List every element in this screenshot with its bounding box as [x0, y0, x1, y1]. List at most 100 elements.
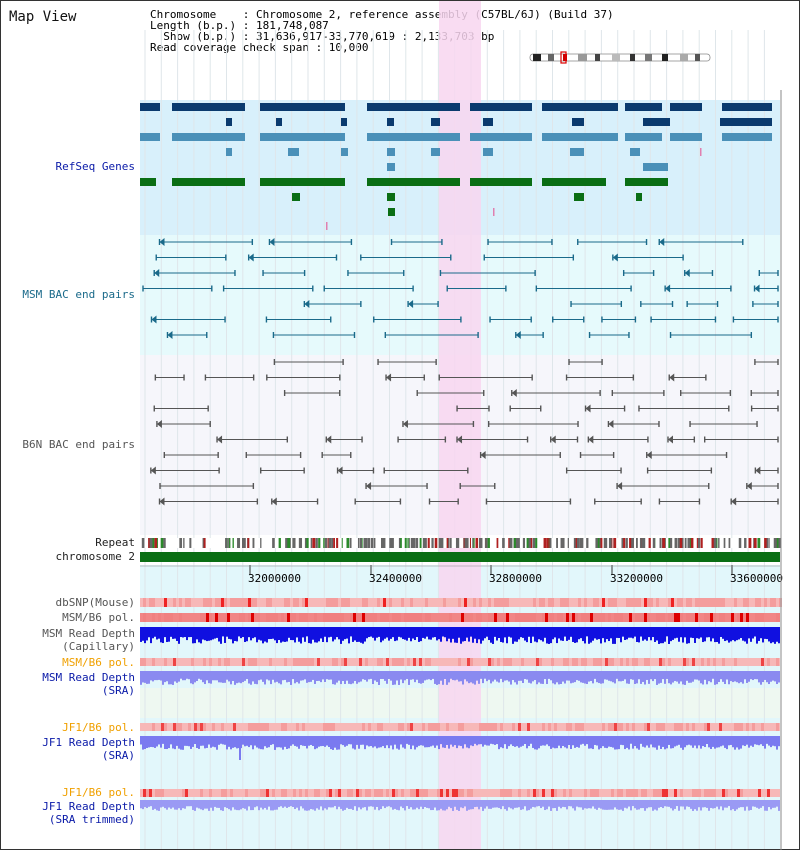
heat-cell: [425, 789, 428, 797]
depth-bar: [572, 671, 574, 683]
track-label-dbsnp[interactable]: dbSNP(Mouse): [55, 596, 135, 609]
depth-bar: [342, 671, 344, 682]
depth-bar: [208, 800, 210, 811]
depth-bar: [598, 800, 600, 808]
track-label-jf1-depth-sra[interactable]: JF1 Read Depth: [42, 736, 135, 749]
depth-bar: [376, 736, 378, 749]
heat-cell: [497, 598, 500, 607]
heat-cell: [203, 598, 206, 607]
depth-bar: [396, 800, 398, 810]
depth-bar: [600, 800, 602, 809]
repeat-element: [509, 538, 513, 548]
depth-bar: [438, 671, 440, 685]
depth-bar: [300, 627, 302, 644]
depth-bar: [528, 671, 530, 683]
msm-bac-track[interactable]: [142, 238, 779, 339]
depth-bar: [658, 800, 660, 808]
repeat-track[interactable]: [140, 538, 781, 548]
track-label-jf1-b6-pol-2[interactable]: JF1/B6 pol.: [62, 786, 135, 799]
depth-bar: [562, 627, 564, 641]
heat-cell: [437, 789, 440, 797]
repeat-element: [389, 538, 392, 548]
depth-bar: [312, 627, 314, 640]
depth-bar: [294, 627, 296, 643]
depth-bar: [658, 736, 660, 746]
chromosome-bar[interactable]: [140, 552, 780, 562]
depth-bar: [452, 627, 454, 639]
depth-bar: [380, 800, 382, 810]
track-label-msm-bac[interactable]: MSM BAC end pairs: [22, 288, 135, 301]
depth-bar: [572, 736, 574, 746]
depth-bar: [268, 736, 270, 748]
depth-bar: [622, 800, 624, 811]
depth-bar: [198, 800, 200, 809]
depth-bar: [746, 671, 748, 683]
depth-bar: [280, 736, 282, 748]
chromosome-ideogram[interactable]: [529, 51, 711, 64]
heat-cell: [536, 613, 539, 622]
depth-bar: [322, 800, 324, 811]
depth-bar: [626, 800, 628, 809]
depth-bar: [724, 800, 726, 808]
depth-bar: [180, 627, 182, 638]
track-label-msm-b6-pol-sra[interactable]: MSM/B6 pol.: [62, 656, 135, 669]
heat-cell: [641, 789, 644, 797]
depth-bar: [518, 736, 520, 748]
repeat-element: [574, 538, 576, 548]
heat-cell: [206, 613, 209, 622]
bac-arrow: [386, 373, 392, 382]
track-label-jf1-b6-pol[interactable]: JF1/B6 pol.: [62, 721, 135, 734]
b6n-bac-track[interactable]: [150, 359, 779, 506]
depth-bar: [538, 800, 540, 807]
depth-bar: [414, 671, 416, 683]
depth-bar: [302, 671, 304, 681]
depth-bar: [750, 800, 752, 810]
heat-cell: [776, 658, 779, 666]
depth-bar: [326, 671, 328, 680]
heat-cell: [704, 789, 707, 797]
depth-bar: [556, 736, 558, 749]
depth-bar: [670, 671, 672, 685]
track-label-refseq[interactable]: RefSeq Genes: [55, 160, 135, 173]
heat-cell: [584, 598, 587, 607]
coverage-tracks[interactable]: [140, 598, 782, 811]
depth-bar: [758, 800, 760, 809]
depth-bar: [478, 671, 480, 684]
track-label-repeat[interactable]: Repeat: [95, 536, 135, 549]
track-label-msm-depth-capillary[interactable]: MSM Read Depth: [42, 627, 135, 640]
heat-cell: [656, 598, 659, 607]
depth-bar: [536, 627, 538, 643]
depth-bar: [462, 800, 464, 809]
heat-cell: [767, 613, 770, 622]
heat-cell: [656, 723, 659, 731]
depth-bar: [402, 627, 404, 640]
track-label-msm-depth-sra[interactable]: MSM Read Depth: [42, 671, 135, 684]
track-label-chromosome[interactable]: chromosome 2: [55, 550, 135, 563]
depth-bar: [722, 627, 724, 639]
depth-bar: [608, 671, 610, 681]
track-label-jf1-depth-trimmed[interactable]: JF1 Read Depth: [42, 800, 135, 813]
heat-cell: [236, 598, 239, 607]
depth-bar: [548, 671, 550, 679]
depth-bar: [240, 627, 242, 639]
depth-bar: [462, 671, 464, 685]
depth-bar: [174, 800, 176, 810]
depth-bar: [468, 800, 470, 810]
depth-bar: [480, 800, 482, 807]
heat-cell: [245, 613, 248, 622]
track-label-b6n-bac[interactable]: B6N BAC end pairs: [22, 438, 135, 451]
refseq-genes-track[interactable]: [140, 103, 772, 230]
depth-bar: [668, 671, 670, 684]
depth-bar: [318, 736, 320, 747]
heat-cell: [611, 613, 614, 622]
depth-bar: [654, 800, 656, 810]
heat-cell: [620, 723, 623, 731]
track-label-msm-b6-pol[interactable]: MSM/B6 pol.: [62, 611, 135, 624]
depth-bar: [506, 671, 508, 681]
depth-bar: [558, 671, 560, 685]
heat-cell: [395, 789, 398, 797]
heat-cell: [155, 789, 158, 797]
depth-bar: [742, 800, 744, 808]
depth-bar: [726, 800, 728, 808]
